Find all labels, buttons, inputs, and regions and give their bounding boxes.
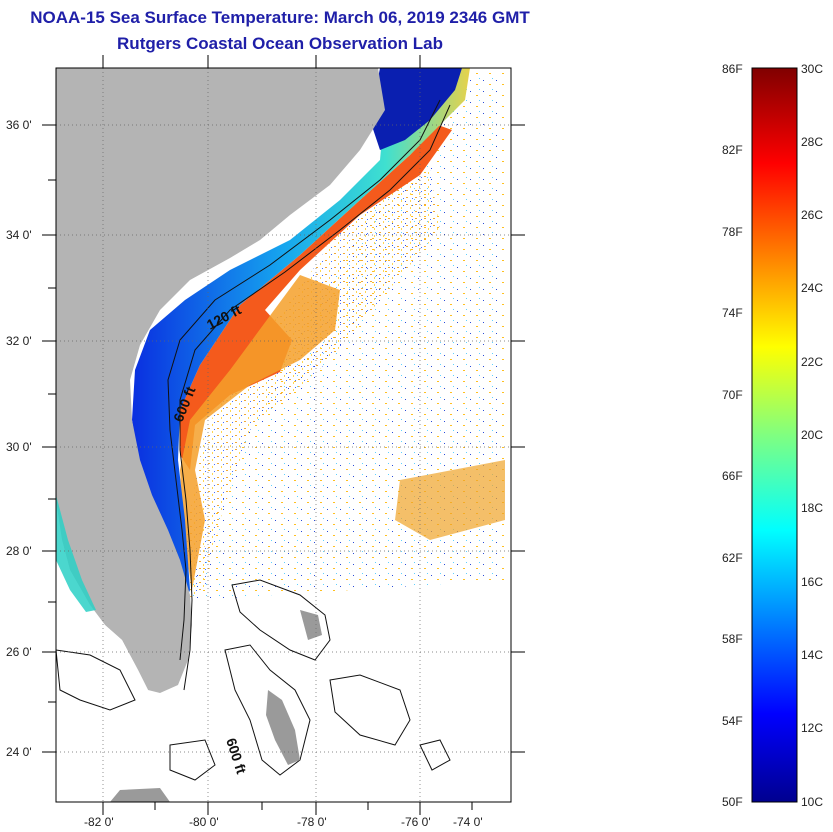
cb-c-20: 20C <box>801 428 823 442</box>
cb-f-54: 54F <box>722 714 743 728</box>
cb-f-62: 62F <box>722 551 743 565</box>
colorbar <box>751 67 798 803</box>
map-ticks <box>42 55 525 815</box>
lat-label-24: 24 0' <box>6 745 32 759</box>
map-subtitle: Rutgers Coastal Ocean Observation Lab <box>117 34 443 53</box>
cb-f-74: 74F <box>722 306 743 320</box>
lon-label-80: -80 0' <box>189 815 219 829</box>
land-southeast-us <box>56 68 385 693</box>
cb-c-24: 24C <box>801 281 823 295</box>
cb-c-22: 22C <box>801 355 823 369</box>
gulf-stream-speckle <box>185 170 440 600</box>
lat-label-34: 34 0' <box>6 228 32 242</box>
bahamas-islands <box>110 610 322 802</box>
cb-c-16: 16C <box>801 575 823 589</box>
cb-f-70: 70F <box>722 388 743 402</box>
cb-c-12: 12C <box>801 721 823 735</box>
lat-label-36: 36 0' <box>6 118 32 132</box>
warm-patch-east <box>395 460 505 540</box>
lat-label-26: 26 0' <box>6 645 32 659</box>
gulf-stream-orange <box>180 275 340 590</box>
cb-f-58: 58F <box>722 632 743 646</box>
lat-label-30: 30 0' <box>6 440 32 454</box>
cb-c-30: 30C <box>801 62 823 76</box>
cb-c-10: 10C <box>801 795 823 809</box>
cb-c-14: 14C <box>801 648 823 662</box>
cb-f-50: 50F <box>722 795 743 809</box>
map-title: NOAA-15 Sea Surface Temperature: March 0… <box>30 8 530 27</box>
lat-label-28: 28 0' <box>6 544 32 558</box>
contour-120ft <box>167 99 441 661</box>
map-plot-area <box>56 68 511 802</box>
cb-f-66: 66F <box>722 469 743 483</box>
cb-c-18: 18C <box>801 501 823 515</box>
gulf-coast-cold-water <box>56 495 96 612</box>
cb-c-28: 28C <box>801 135 823 149</box>
cb-f-78: 78F <box>722 225 743 239</box>
lon-label-74: -74 0' <box>453 815 483 829</box>
cb-f-82: 82F <box>722 143 743 157</box>
lon-label-76: -76 0' <box>401 815 431 829</box>
deep-blue-nearshore <box>370 68 462 150</box>
lat-label-32: 32 0' <box>6 334 32 348</box>
cb-f-86: 86F <box>722 62 743 76</box>
lon-label-78: -78 0' <box>297 815 327 829</box>
lon-label-82: -82 0' <box>84 815 114 829</box>
cb-c-26: 26C <box>801 208 823 222</box>
map-frame <box>55 67 512 803</box>
contour-600ft <box>179 104 451 691</box>
